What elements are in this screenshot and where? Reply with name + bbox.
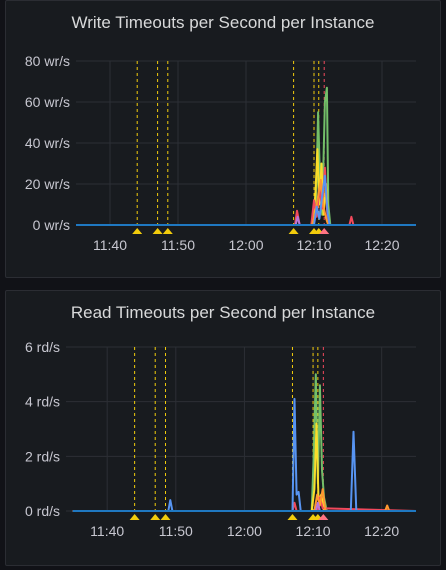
series-line <box>76 174 416 226</box>
y-tick-label: 0 wr/s <box>33 217 70 233</box>
annotation-marker <box>287 514 298 520</box>
series-line <box>72 488 416 512</box>
y-tick-label: 20 wr/s <box>25 176 70 192</box>
y-tick-label: 60 wr/s <box>25 94 70 110</box>
read-timeouts-chart[interactable]: 0 rd/s 2 rd/s 4 rd/s 6 rd/s 11:40 11:50 12:00 1… <box>6 291 442 567</box>
y-tick-label: 0 rd/s <box>25 503 60 519</box>
x-tick-label: 12:20 <box>364 237 399 253</box>
x-tick-label: 11:40 <box>90 523 124 539</box>
panel-title: Write Timeouts per Second per Instance <box>71 13 375 32</box>
write-timeouts-chart[interactable]: 0 wr/s 20 wr/s 40 wr/s 60 wr/s 80 wr/s 11:40 1… <box>6 1 442 279</box>
annotation-marker <box>288 228 299 234</box>
annotation-marker <box>319 228 330 234</box>
y-tick-label: 40 wr/s <box>25 135 70 151</box>
y-tick-label: 4 rd/s <box>25 394 60 410</box>
x-tick-label: 12:10 <box>296 237 331 253</box>
x-tick-label: 12:20 <box>364 523 399 539</box>
annotation-marker <box>150 514 161 520</box>
x-tick-label: 12:00 <box>227 523 262 539</box>
x-tick-label: 11:50 <box>159 523 193 539</box>
y-tick-label: 2 rd/s <box>25 448 60 464</box>
write-timeouts-panel[interactable]: Write Timeouts per Second per Instance 0… <box>5 0 441 278</box>
y-tick-label: 80 wr/s <box>25 53 70 69</box>
x-tick-label: 12:00 <box>228 237 263 253</box>
x-tick-label: 12:10 <box>296 523 331 539</box>
annotation-marker <box>318 514 329 520</box>
panel-title: Read Timeouts per Second per Instance <box>70 303 376 322</box>
annotation-marker <box>162 228 173 234</box>
y-tick-label: 6 rd/s <box>25 339 60 355</box>
series-line <box>72 397 416 512</box>
series-line <box>76 178 416 226</box>
annotation-marker <box>160 514 171 520</box>
read-timeouts-panel[interactable]: Read Timeouts per Second per Instance 0 … <box>5 290 441 566</box>
x-tick-label: 11:50 <box>161 237 195 253</box>
annotation-marker <box>129 514 140 520</box>
annotation-marker <box>152 228 163 234</box>
x-tick-label: 11:40 <box>93 237 127 253</box>
annotation-marker <box>132 228 143 234</box>
